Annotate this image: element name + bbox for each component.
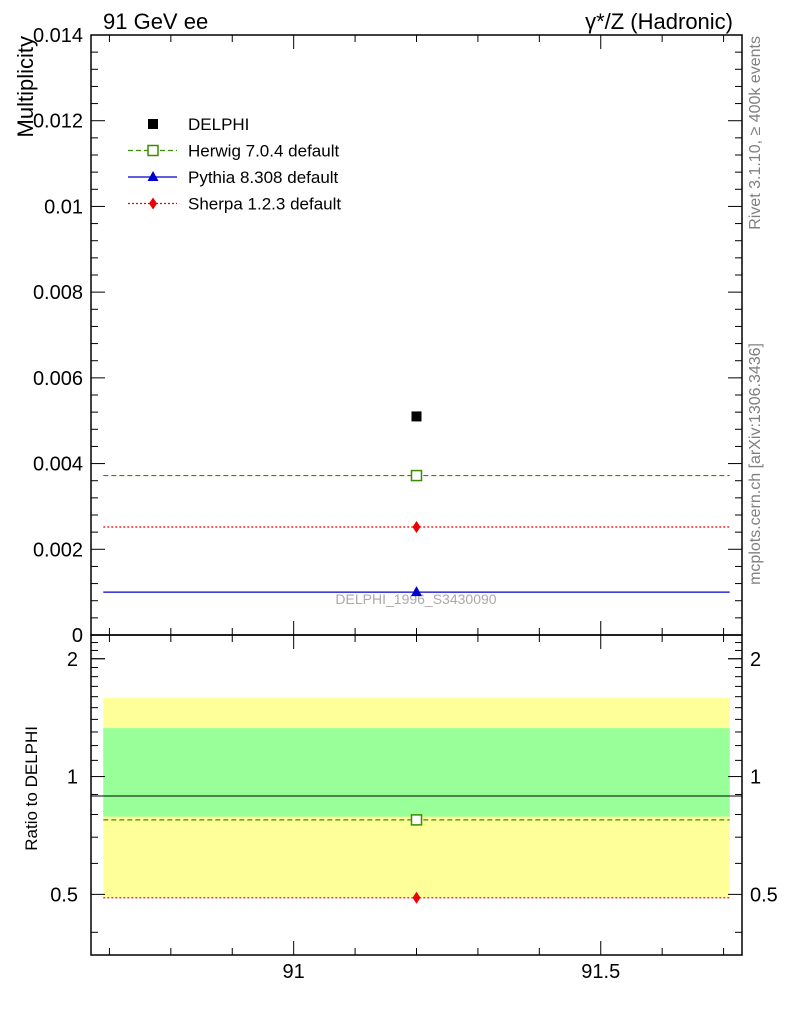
main-ylabel: Multiplicity [13,36,38,137]
main-y-tick-labels: 0 0.002 0.004 0.006 0.008 0.01 0.012 0.014 [33,25,83,647]
ratio-data-point [412,891,421,904]
ratio-ylabel: Ratio to DELPHI [22,726,41,851]
ratio-y-tick-label: 0.5 [50,884,78,906]
ratio-y-tick-label-right: 2 [750,649,761,671]
energy-label: 91 GeV ee [103,9,208,34]
ratio-series [103,814,730,904]
y-tick-label: 0 [72,625,83,647]
x-tick-labels: 91 91.5 [283,961,621,983]
ratio-y-tick-labels: 0.5 0.5 1 1 2 2 [50,649,778,907]
ratio-y-tick-label-right: 0.5 [750,884,778,906]
data-point [411,411,422,422]
ratio-y-tick-label: 2 [67,649,78,671]
legend-marker [147,171,159,181]
legend-label: Herwig 7.0.4 default [188,142,339,161]
legend-label: Sherpa 1.2.3 default [188,195,341,214]
y-tick-label: 0.008 [33,282,83,304]
ratio-ticks [91,635,742,955]
y-tick-label: 0.006 [33,368,83,390]
legend-marker [147,144,159,157]
analysis-watermark: DELPHI_1996_S3430090 [335,591,496,607]
ratio-y-tick-label-right: 1 [750,767,761,789]
mcplots-label: mcplots.cern.ch [arXiv:1306.3436] [747,343,764,585]
legend-marker [148,119,158,129]
data-point [412,521,421,533]
ratio-panel: 0.5 0.5 1 1 2 2 91 91.5 [50,634,778,983]
uncertainty-band [103,728,730,817]
y-tick-label: 0.01 [44,196,83,218]
rivet-version-label: Rivet 3.1.10, ≥ 400k events [747,36,764,230]
legend-label: DELPHI [188,115,249,134]
data-point [411,586,422,597]
y-tick-label: 0.012 [33,111,83,133]
ratio-data-point [410,814,423,826]
y-tick-label: 0.004 [33,454,83,476]
process-label: γ*/Z (Hadronic) [585,9,733,34]
y-tick-label: 0.014 [33,25,83,47]
x-tick-label: 91 [283,961,305,983]
legend-label: Pythia 8.308 default [188,168,339,187]
main-panel: 0 0.002 0.004 0.006 0.008 0.01 0.012 0.014 DELP… [33,25,743,647]
ratio-y-tick-label: 1 [67,767,78,789]
data-point [410,469,423,482]
legend: DELPHI Herwig 7.0.4 default Pythia 8.308 d… [128,115,341,214]
ratio-bands [103,697,730,898]
legend-marker [149,197,157,210]
y-tick-label: 0.002 [33,539,83,561]
x-tick-label: 91.5 [581,961,620,983]
main-series [103,411,730,597]
